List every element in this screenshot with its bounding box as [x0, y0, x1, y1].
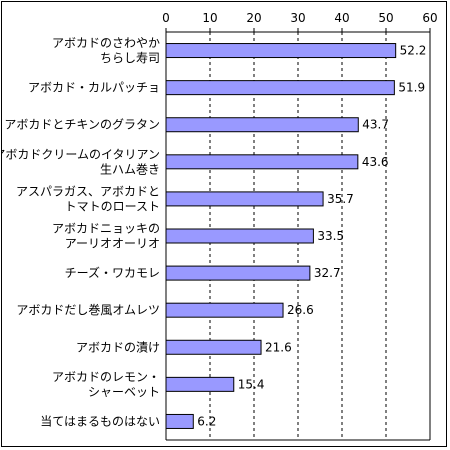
data-label-3: 43.6: [362, 155, 389, 169]
data-label-2: 43.7: [362, 118, 389, 132]
category-label-5-line-0: アボカドニョッキの: [52, 222, 160, 236]
bars: [165, 43, 397, 429]
category-label-8: アボカドの漬け: [76, 339, 160, 354]
category-label-5-line-1: アーリオオーリオ: [65, 237, 160, 251]
data-label-8: 21.6: [265, 340, 292, 354]
x-tick-label-50: 50: [378, 11, 393, 25]
category-label-9-line-1: シャーベット: [88, 385, 160, 399]
data-labels: 52.2 51.9 43.7 43.6 35.7 33.5 32.7 26.6 21.6 15.4…: [197, 44, 426, 429]
category-label-4-line-1: トマトのロースト: [65, 199, 160, 213]
category-label-9-line-0: アボカドのレモン・: [52, 370, 160, 384]
x-tick-label-40: 40: [334, 11, 349, 25]
bar-3: [165, 154, 359, 170]
bar-2: [165, 117, 359, 133]
bar-4: [165, 191, 324, 207]
bar-0: [165, 43, 397, 59]
data-label-4: 35.7: [327, 192, 354, 206]
data-label-5: 33.5: [317, 229, 344, 243]
x-tick-label-0: 0: [162, 11, 170, 25]
data-label-6: 32.7: [314, 266, 341, 280]
category-label-6: チーズ・ワカモレ: [65, 265, 160, 280]
data-label-10: 6.2: [197, 414, 216, 428]
category-label-3-line-0: アボカドクリームのイタリアン: [2, 147, 160, 161]
category-label-0-line-1: ちらし寿司: [100, 51, 160, 65]
data-label-0: 52.2: [400, 44, 427, 58]
category-label-0-line-0: アボカドのさわやか: [52, 36, 160, 50]
category-label-2: アボカドとチキンのグラタン: [4, 118, 160, 132]
x-tick-label-60: 60: [422, 11, 437, 25]
bar-6: [165, 265, 311, 281]
bar-5: [165, 228, 314, 244]
bar-1: [165, 80, 395, 96]
category-label-7: アボカドだし巻風オムレツ: [16, 303, 160, 317]
bar-10: [165, 413, 194, 429]
category-label-10: 当てはまるものはない: [40, 414, 160, 428]
x-tick-label-10: 10: [202, 11, 217, 25]
data-label-9: 15.4: [238, 377, 265, 391]
x-axis: 0 10 20 30 40 50 60: [162, 11, 438, 441]
x-tick-label-30: 30: [290, 11, 305, 25]
bar-9: [165, 376, 235, 392]
category-label-3-line-1: 生ハム巻き: [100, 162, 160, 176]
data-label-7: 26.6: [287, 303, 314, 317]
data-label-1: 51.9: [398, 81, 425, 95]
category-label-4-line-0: アスパラガス、アボカドと: [16, 184, 160, 198]
bar-7: [165, 302, 284, 318]
category-labels: アボカドのさわやかちらし寿司アボカド・カルパッチョアボカドとチキンのグラタンアボ…: [2, 36, 160, 428]
bar-8: [165, 339, 262, 355]
x-tick-label-20: 20: [246, 11, 261, 25]
category-label-1: アボカド・カルパッチョ: [28, 81, 160, 95]
